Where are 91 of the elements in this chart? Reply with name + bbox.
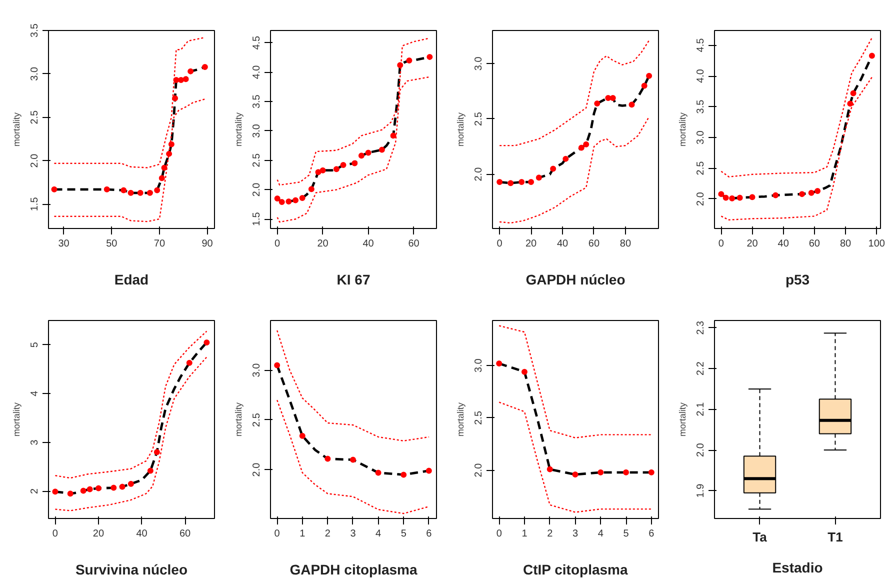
y-axis-title: mortality (678, 402, 688, 436)
x-axis-title: p53 (785, 272, 810, 288)
y-tick-label: 2.5 (252, 412, 262, 427)
x-tick-label: 0 (274, 528, 280, 540)
y-axis-title: mortality (456, 112, 466, 146)
y-axis-title: mortality (456, 402, 466, 436)
y-tick-label: 4.0 (252, 64, 262, 80)
x-tick-label: 80 (840, 238, 852, 250)
x-tick-label: 40 (136, 528, 148, 540)
y-tick-label: 2.5 (252, 152, 262, 168)
y-axis-title: mortality (12, 112, 22, 146)
x-tick-label: 60 (180, 528, 192, 540)
y-tick-label: 2.0 (252, 462, 262, 477)
y-tick-label: 2.3 (696, 320, 706, 335)
y-tick-label: 3 (30, 439, 40, 446)
y-tick-label: 2.0 (474, 166, 484, 182)
x-tick-label: 4 (598, 528, 604, 540)
x-tick-label: 0 (52, 528, 58, 540)
x-tick-label: 100 (868, 238, 886, 250)
y-tick-label: 2 (30, 488, 40, 494)
y-tick-label: 2.0 (696, 442, 706, 458)
y-tick-label: 3.0 (252, 362, 262, 378)
x-tick-label: 30 (58, 238, 70, 250)
x-tick-label: 0 (718, 238, 724, 250)
y-tick-label: 4.5 (252, 35, 262, 50)
x-tick-label: 6 (426, 528, 432, 540)
y-tick-label: 2.0 (252, 182, 262, 197)
y-axis-title: mortality (234, 112, 244, 146)
x-tick-label: 20 (746, 238, 758, 250)
x-tick-label: 40 (778, 238, 790, 250)
y-tick-label: 3.5 (696, 99, 706, 114)
y-tick-label: 2.0 (30, 153, 40, 168)
y-axis-title: mortality (678, 112, 688, 146)
x-tick-label: 50 (106, 238, 118, 250)
y-tick-label: 3.5 (30, 23, 40, 38)
x-tick-label: 40 (556, 238, 569, 250)
x-tick-label: 1 (522, 528, 528, 540)
x-tick-label: 60 (408, 238, 420, 250)
y-tick-label: 2.1 (696, 402, 706, 416)
y-tick-label: 2.5 (474, 112, 484, 126)
y-tick-label: 1.5 (252, 212, 262, 226)
y-axis-title: mortality (234, 402, 244, 436)
x-axis-title: Edad (114, 272, 149, 288)
y-tick-label: 2.5 (30, 110, 40, 124)
x-tick-label: 2 (324, 528, 331, 540)
y-tick-label: 3.0 (474, 358, 484, 372)
y-tick-label: 2.2 (696, 361, 706, 376)
y-axis-title: mortality (12, 402, 22, 436)
x-tick-label: 2 (547, 528, 554, 540)
x-axis-title: Estadio (772, 560, 823, 576)
x-tick-label: 20 (525, 238, 538, 250)
x-tick-label: 60 (808, 238, 820, 250)
x-tick-label: 6 (648, 528, 655, 540)
y-tick-label: 3.0 (696, 130, 706, 144)
y-tick-label: 1.9 (696, 483, 706, 498)
x-tick-label: 90 (202, 238, 214, 250)
x-tick-label: 80 (620, 238, 632, 250)
y-tick-label: 1.5 (30, 196, 40, 212)
x-tick-label: 0 (496, 528, 502, 540)
x-axis-title: KI 67 (336, 272, 370, 288)
x-axis-title: GAPDH núcleo (526, 272, 626, 288)
y-tick-label: 3.0 (252, 124, 262, 138)
y-tick-label: 3.5 (252, 94, 262, 109)
x-axis-title: Survivina núcleo (75, 562, 188, 578)
x-tick-label: T1 (828, 530, 843, 544)
y-tick-label: 4 (30, 390, 40, 396)
y-tick-label: 2.5 (474, 410, 484, 425)
x-tick-label: 3 (572, 528, 578, 540)
x-tick-label: 20 (317, 238, 329, 250)
x-tick-label: 0 (274, 238, 281, 250)
x-tick-label: 3 (350, 528, 356, 540)
x-tick-label: 1 (300, 528, 306, 540)
x-axis-title: GAPDH citoplasma (290, 562, 418, 578)
y-tick-label: 3.0 (474, 56, 484, 71)
x-tick-label: 4 (376, 528, 382, 540)
x-tick-label: 20 (92, 528, 104, 540)
y-tick-label: 4.0 (696, 68, 706, 83)
x-tick-label: 5 (623, 528, 630, 540)
y-tick-label: 5 (30, 342, 40, 348)
y-tick-label: 4.5 (696, 38, 706, 52)
x-tick-label: Ta (752, 530, 768, 544)
x-tick-label: 70 (154, 238, 166, 250)
y-tick-label: 2.5 (696, 160, 706, 176)
y-tick-label: 2.0 (696, 192, 706, 206)
x-tick-label: 60 (588, 238, 600, 250)
x-tick-label: 5 (400, 528, 407, 540)
x-tick-label: 40 (362, 238, 374, 250)
y-tick-label: 2.0 (474, 462, 484, 478)
x-axis-title: CtIP citoplasma (522, 562, 628, 578)
y-tick-label: 3.0 (30, 66, 40, 81)
x-tick-label: 0 (496, 238, 503, 250)
